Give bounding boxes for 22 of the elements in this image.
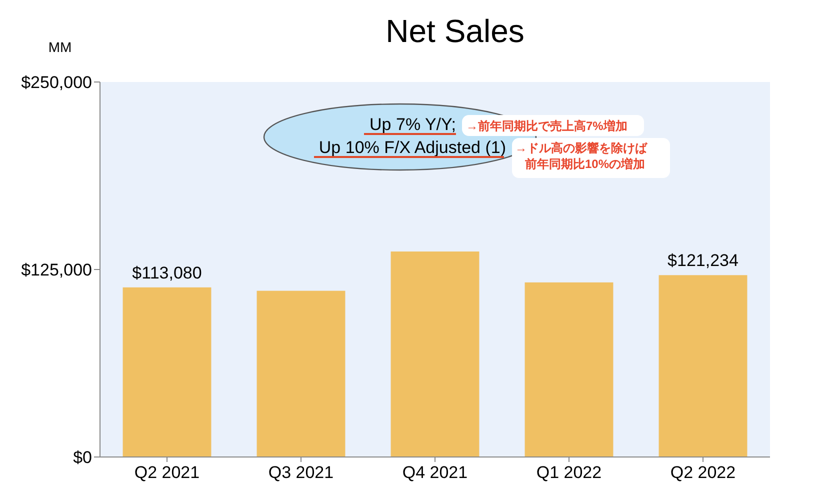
data-label: $113,080 — [132, 263, 202, 282]
annotation: →ドル高の影響を除けば — [515, 141, 648, 155]
bar — [658, 275, 748, 457]
y-tick-label: $250,000 — [21, 72, 92, 92]
bar — [524, 282, 614, 457]
annotation: Up 7% Y/Y; — [370, 115, 456, 134]
y-axis-title: MM — [48, 39, 72, 55]
x-tick-label: Q2 2022 — [670, 463, 736, 482]
chart-title: Net Sales — [386, 13, 524, 49]
x-tick-label: Q2 2021 — [134, 463, 200, 482]
annotation: →前年同期比で売上高7%増加 — [466, 119, 628, 133]
x-tick-label: Q1 2022 — [536, 463, 602, 482]
annotation: Up 10% F/X Adjusted (1) — [318, 138, 506, 157]
y-tick-label: $125,000 — [21, 260, 92, 280]
data-label: $121,234 — [668, 251, 738, 270]
bar — [122, 287, 212, 457]
x-tick-label: Q3 2021 — [268, 463, 334, 482]
x-tick-label: Q4 2021 — [402, 463, 468, 482]
bar — [390, 252, 480, 457]
bar — [256, 290, 346, 457]
y-tick-label: $0 — [73, 448, 92, 467]
annotation: 前年同期比10%の増加 — [524, 157, 646, 171]
